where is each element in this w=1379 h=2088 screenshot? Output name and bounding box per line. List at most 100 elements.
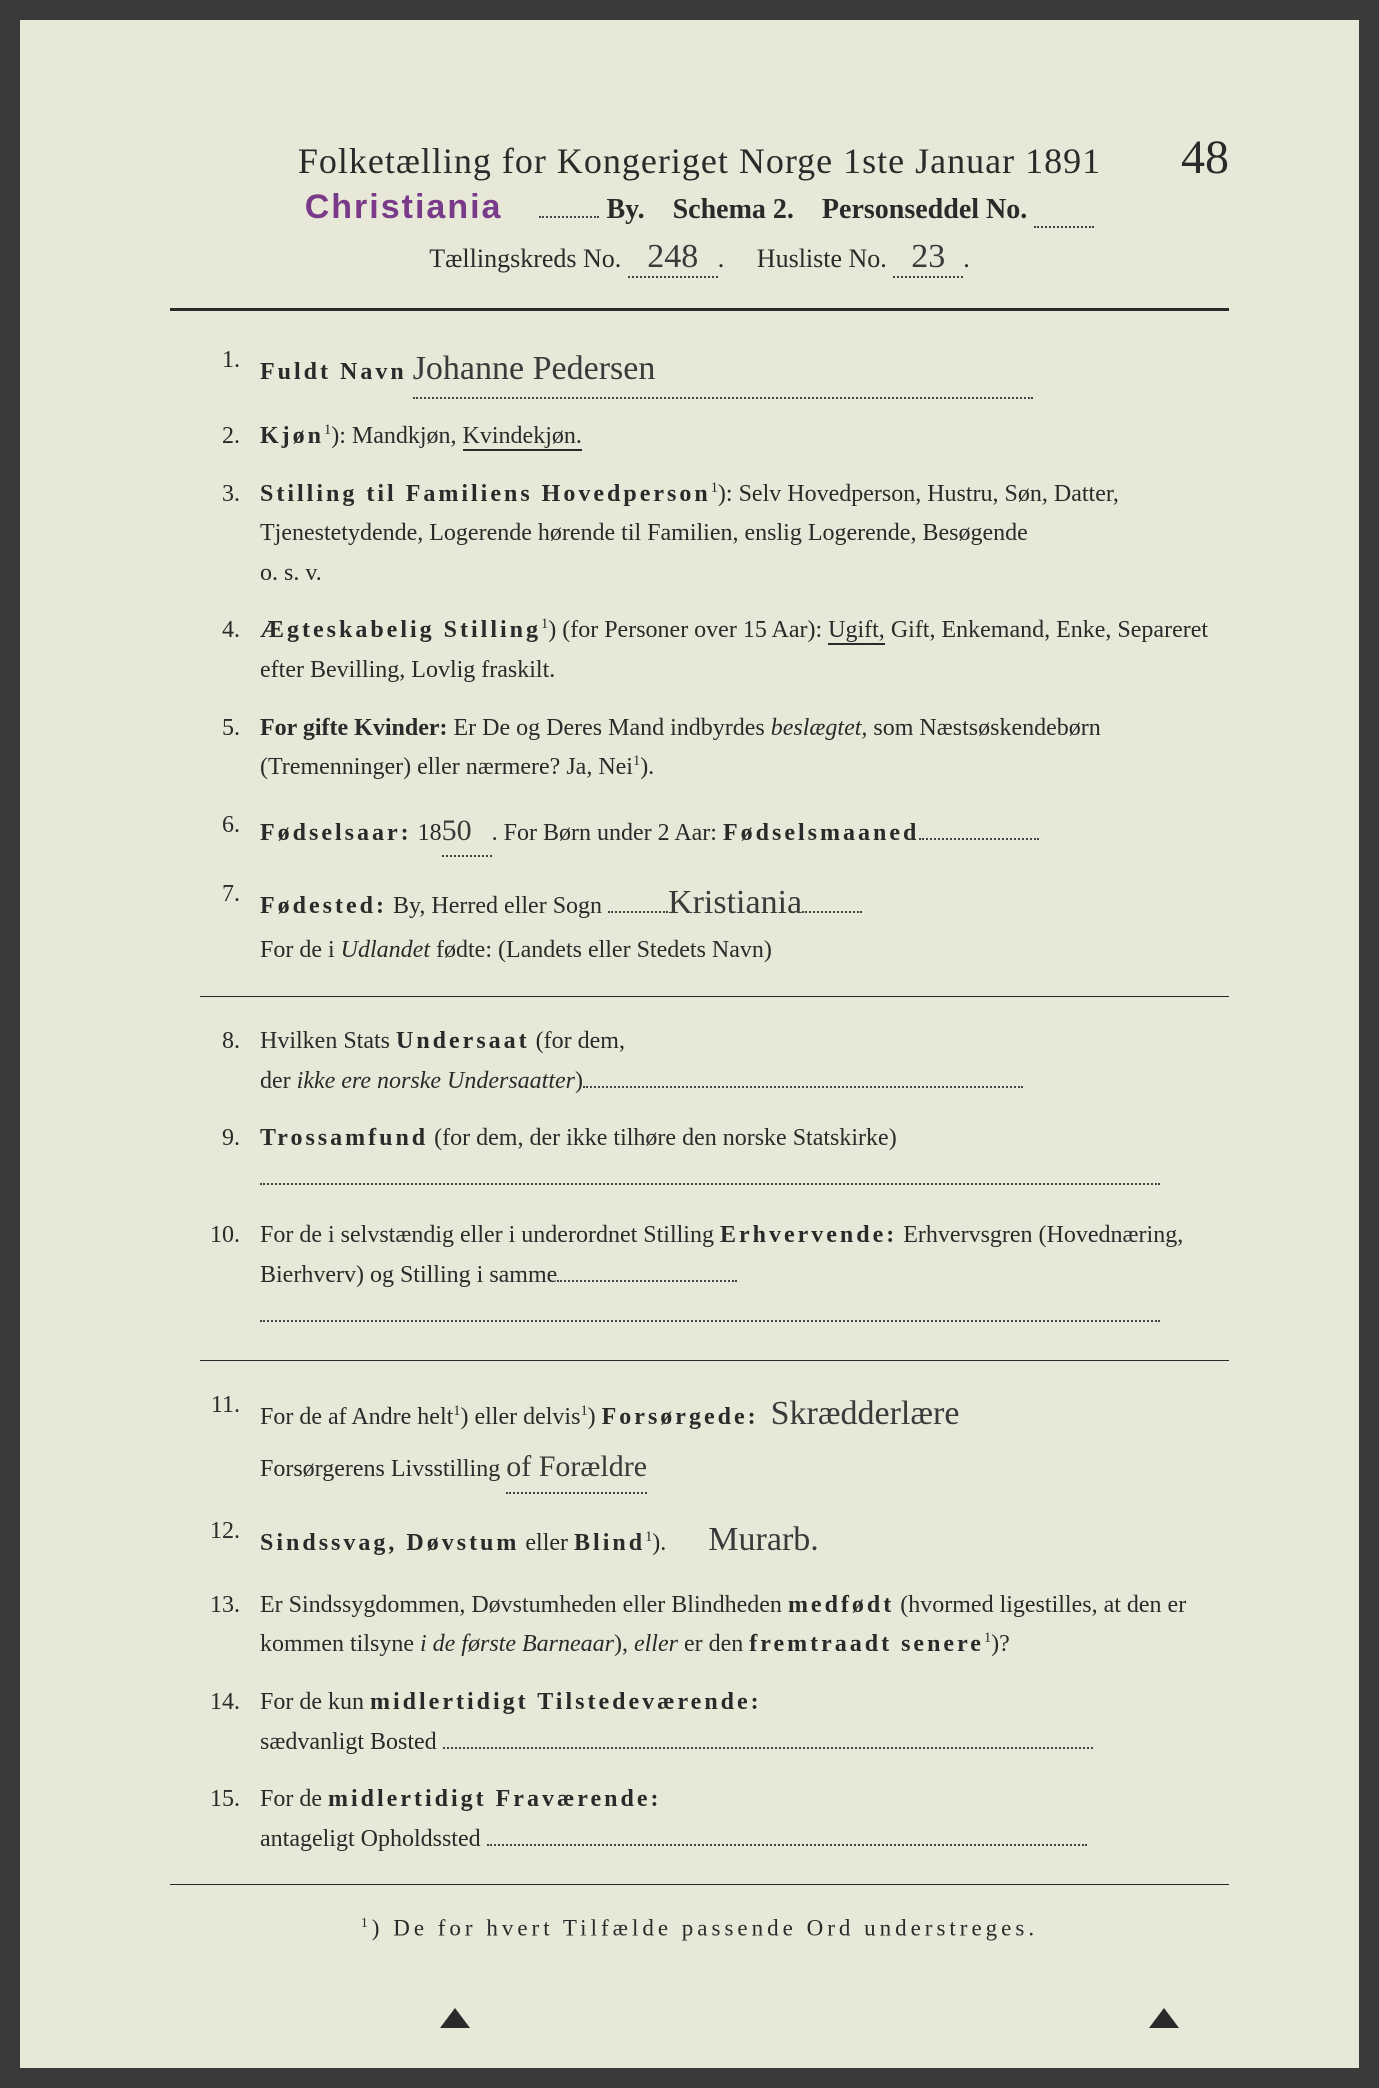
personseddel-label: Personseddel No. xyxy=(822,194,1027,225)
text: Forsørgerens Livsstilling xyxy=(260,1456,500,1482)
field-label: Trossamfund xyxy=(260,1125,428,1151)
text-italic: ikke ere norske Undersaatter xyxy=(297,1068,575,1094)
item-num: 11. xyxy=(200,1386,260,1494)
text: ): Mandkjøn, xyxy=(331,423,462,449)
item-14: 14. For de kun midlertidigt Tilstedevære… xyxy=(200,1683,1229,1762)
form-items: 1. Fuldt Navn Johanne Pedersen 2. Kjøn1)… xyxy=(170,341,1229,1859)
text: sædvanligt Bosted xyxy=(260,1729,437,1755)
field-label: Fødselsmaaned xyxy=(723,820,919,846)
text: Hvilken Stats xyxy=(260,1028,396,1054)
footnote: 1) De for hvert Tilfælde passende Ord un… xyxy=(170,1915,1229,1942)
item-1: 1. Fuldt Navn Johanne Pedersen xyxy=(200,341,1229,399)
item-num: 3. xyxy=(200,475,260,594)
text: antageligt Opholdssted xyxy=(260,1826,481,1852)
field-label: midlertidigt Tilstedeværende: xyxy=(370,1689,762,1715)
item-body: For de kun midlertidigt Tilstedeværende:… xyxy=(260,1683,1229,1762)
field-label: Kjøn xyxy=(260,423,324,449)
item-num: 5. xyxy=(200,709,260,788)
husliste-no: 23 xyxy=(911,238,945,276)
text-italic: Udlandet xyxy=(341,937,430,963)
item-body: Fødselsaar: 1850. For Børn under 2 Aar: … xyxy=(260,806,1229,858)
field-label: Undersaat xyxy=(396,1028,530,1054)
item-7: 7. Fødested: By, Herred eller Sogn Krist… xyxy=(200,875,1229,971)
field-label: For gifte Kvinder: xyxy=(260,715,448,741)
item-num: 9. xyxy=(200,1119,260,1198)
item-3: 3. Stilling til Familiens Hovedperson1):… xyxy=(200,475,1229,594)
item-4: 4. Ægteskabelig Stilling1) (for Personer… xyxy=(200,611,1229,690)
name-value: Johanne Pedersen xyxy=(413,341,656,397)
forsorgede-value: Skrædderlære xyxy=(771,1386,960,1442)
page-number: 48 xyxy=(1181,130,1229,185)
item-body: For de midlertidigt Fraværende: antageli… xyxy=(260,1780,1229,1859)
census-form-page: 48 Folketælling for Kongeriget Norge 1st… xyxy=(20,20,1359,2068)
divider xyxy=(200,1360,1229,1361)
item-num: 4. xyxy=(200,611,260,690)
text: ) eller delvis xyxy=(460,1404,580,1430)
kreds-no: 248 xyxy=(647,238,698,276)
sup: 1 xyxy=(711,480,718,496)
item-12: 12. Sindssvag, Døvstum eller Blind1). Mu… xyxy=(200,1512,1229,1568)
text: eller xyxy=(519,1530,574,1556)
text-italic: beslægtet, xyxy=(771,715,868,741)
header-line-3: Tællingskreds No. 248. Husliste No. 23. xyxy=(170,238,1229,278)
form-header: Folketælling for Kongeriget Norge 1ste J… xyxy=(170,140,1229,278)
item-num: 14. xyxy=(200,1683,260,1762)
field-label: Forsørgede: xyxy=(602,1404,759,1430)
item12-value: Murarb. xyxy=(708,1512,818,1568)
item-body: Hvilken Stats Undersaat (for dem, der ik… xyxy=(260,1022,1229,1101)
item-num: 13. xyxy=(200,1586,260,1665)
item-2: 2. Kjøn1): Mandkjøn, Kvindekjøn. xyxy=(200,417,1229,457)
text: )? xyxy=(991,1631,1010,1657)
field-label: Fødselsaar: xyxy=(260,820,412,846)
text: o. s. v. xyxy=(260,560,322,586)
text: Er Sindssygdommen, Døvstumheden eller Bl… xyxy=(260,1592,788,1618)
footnote-text: ) De for hvert Tilfælde passende Ord und… xyxy=(372,1916,1038,1941)
item-num: 8. xyxy=(200,1022,260,1101)
kreds-label: Tællingskreds No. xyxy=(429,244,621,273)
city-stamp: Christiania xyxy=(305,188,503,227)
item-num: 15. xyxy=(200,1780,260,1859)
sup: 1 xyxy=(361,1915,372,1930)
item-body: Fuldt Navn Johanne Pedersen xyxy=(260,341,1229,399)
item-body: Trossamfund (for dem, der ikke tilhøre d… xyxy=(260,1119,1229,1198)
field-label: Fuldt Navn xyxy=(260,359,407,385)
text: ) xyxy=(588,1404,602,1430)
item-num: 2. xyxy=(200,417,260,457)
sup: 1 xyxy=(580,1403,587,1419)
item-11: 11. For de af Andre helt1) eller delvis1… xyxy=(200,1386,1229,1494)
text: fødte: (Landets eller Stedets Navn) xyxy=(430,937,772,963)
schema-label: Schema 2. xyxy=(673,194,794,225)
page-tear xyxy=(1149,2008,1179,2028)
text-italic: i de første Barneaar xyxy=(420,1631,614,1657)
text: ), xyxy=(614,1631,634,1657)
field-label: Stilling til Familiens Hovedperson xyxy=(260,481,711,507)
text: For de af Andre helt xyxy=(260,1404,453,1430)
item-num: 12. xyxy=(200,1512,260,1568)
item-num: 6. xyxy=(200,806,260,858)
text: For de kun xyxy=(260,1689,370,1715)
divider xyxy=(170,1884,1229,1885)
text: (for dem, xyxy=(530,1028,625,1054)
divider xyxy=(200,996,1229,997)
text: . For Børn under 2 Aar: xyxy=(492,820,723,846)
header-line-2: Christiania By. Schema 2. Personseddel N… xyxy=(170,188,1229,228)
field-label: medfødt xyxy=(788,1592,894,1618)
item-num: 10. xyxy=(200,1216,260,1335)
livsstilling-value: of Forældre xyxy=(506,1450,647,1483)
item-body: Er Sindssygdommen, Døvstumheden eller Bl… xyxy=(260,1586,1229,1665)
item-15: 15. For de midlertidigt Fraværende: anta… xyxy=(200,1780,1229,1859)
item-5: 5. For gifte Kvinder: Er De og Deres Man… xyxy=(200,709,1229,788)
field-label: fremtraadt senere xyxy=(749,1631,984,1657)
text: ). xyxy=(652,1530,666,1556)
item-8: 8. Hvilken Stats Undersaat (for dem, der… xyxy=(200,1022,1229,1101)
selected-value: Ugift, xyxy=(828,617,885,645)
by-label: By. xyxy=(606,194,644,225)
text: For de i selvstændig eller i underordnet… xyxy=(260,1222,720,1248)
field-label: Blind xyxy=(574,1530,645,1556)
text: Er De og Deres Mand indbyrdes xyxy=(448,715,771,741)
item-body: Ægteskabelig Stilling1) (for Personer ov… xyxy=(260,611,1229,690)
text-italic: eller xyxy=(634,1631,678,1657)
selected-value: Kvindekjøn. xyxy=(463,423,582,451)
field-label: Sindssvag, Døvstum xyxy=(260,1530,519,1556)
item-10: 10. For de i selvstændig eller i underor… xyxy=(200,1216,1229,1335)
